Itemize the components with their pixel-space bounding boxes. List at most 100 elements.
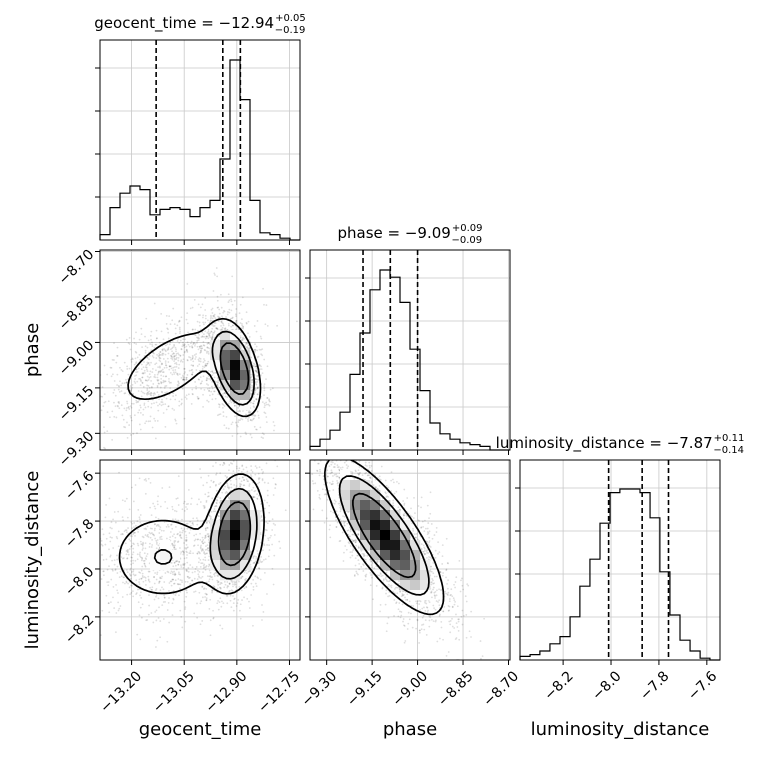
sample-point [304, 446, 306, 448]
sample-point [173, 356, 175, 358]
sample-point [181, 518, 183, 521]
sample-point [177, 573, 180, 575]
sample-point [129, 577, 132, 580]
sample-point [399, 616, 402, 619]
sample-point [227, 301, 230, 303]
x-tick-label: −8.2 [541, 668, 576, 703]
sample-point [134, 559, 137, 562]
sample-point [385, 576, 387, 579]
sample-point [191, 373, 193, 376]
sample-point [144, 335, 146, 338]
sample-point [146, 392, 149, 394]
sample-point [159, 526, 162, 529]
sample-point [154, 393, 156, 395]
sample-point [171, 543, 174, 546]
sample-point [147, 405, 150, 408]
sample-point [139, 358, 142, 361]
sample-point [140, 577, 143, 580]
sample-point [183, 417, 186, 420]
sample-point [241, 418, 244, 421]
sample-point [249, 570, 252, 573]
sample-point [354, 538, 357, 541]
density-cell [250, 530, 261, 541]
sample-point [159, 505, 162, 508]
sample-point [390, 471, 393, 474]
sample-point [131, 386, 133, 389]
sample-point [205, 581, 208, 584]
sample-point [182, 563, 185, 565]
sample-point [218, 483, 220, 486]
sample-point [207, 342, 210, 344]
sample-point [301, 532, 303, 534]
sample-point [223, 310, 226, 313]
sample-point [211, 393, 214, 396]
sample-point [163, 521, 166, 523]
sample-point [111, 568, 114, 571]
sample-point [218, 403, 221, 406]
sample-point [140, 569, 143, 572]
sample-point [160, 529, 163, 532]
sample-point [162, 348, 164, 351]
sample-point [190, 497, 193, 500]
sample-point [252, 402, 254, 405]
sample-point [219, 586, 222, 589]
sample-point [131, 584, 133, 587]
sample-point [205, 352, 208, 354]
sample-point [248, 569, 251, 572]
sample-point [102, 574, 105, 577]
sample-point [332, 511, 335, 514]
sample-point [111, 410, 114, 413]
sample-point [203, 323, 205, 326]
sample-point [188, 577, 190, 580]
sample-point [422, 614, 425, 617]
sample-point [143, 478, 146, 481]
sample-point [199, 306, 202, 309]
sample-point [375, 565, 378, 568]
sample-point [174, 362, 176, 365]
sample-point [255, 365, 257, 368]
sample-point [110, 578, 113, 581]
sample-point [245, 577, 247, 580]
sample-point [172, 565, 175, 568]
sample-point [320, 427, 322, 429]
sample-point [181, 379, 184, 381]
density-cell [230, 520, 241, 531]
sample-point [174, 346, 177, 349]
sample-point [159, 538, 162, 540]
sample-point [160, 369, 163, 372]
sample-point [257, 355, 260, 358]
sample-point [144, 422, 146, 425]
sample-point [211, 312, 214, 314]
sample-point [139, 594, 141, 597]
sample-point [249, 566, 252, 568]
sample-point [154, 523, 157, 525]
sample-point [185, 345, 188, 348]
sample-point [262, 549, 264, 552]
sample-point [141, 572, 144, 575]
sample-point [180, 348, 183, 351]
sample-point [223, 450, 225, 452]
sample-point [163, 581, 166, 583]
sample-point [180, 566, 183, 568]
sample-point [173, 540, 176, 543]
density-cell [220, 540, 231, 551]
sample-point [207, 375, 210, 377]
sample-point [150, 402, 153, 405]
sample-point [125, 569, 128, 571]
sample-point [164, 353, 167, 356]
sample-point [173, 345, 176, 347]
sample-point [216, 581, 219, 584]
sample-point [213, 376, 216, 379]
sample-point [322, 478, 325, 481]
sample-point [257, 414, 260, 417]
sample-point [52, 414, 54, 416]
sample-point [226, 476, 228, 478]
sample-point [139, 540, 142, 543]
sample-point [221, 406, 224, 409]
sample-point [219, 413, 222, 416]
sample-point [177, 504, 180, 506]
sample-point [161, 352, 164, 355]
sample-point [199, 558, 202, 561]
sample-point [191, 357, 194, 360]
sample-point [219, 482, 222, 484]
